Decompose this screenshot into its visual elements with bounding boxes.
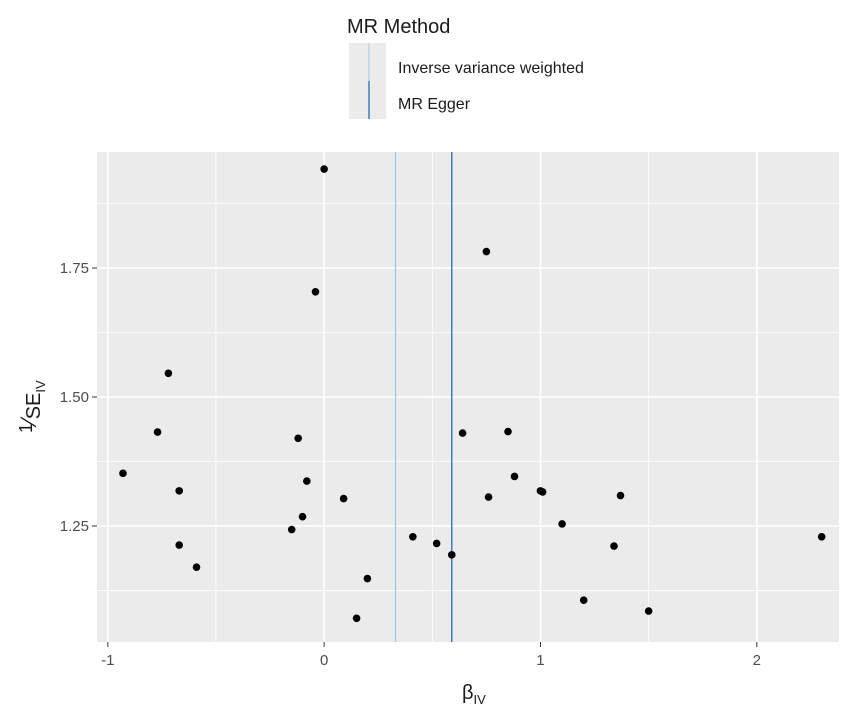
y-axis: 1.25 1.50 1.75 xyxy=(60,260,97,535)
data-point xyxy=(192,563,201,572)
data-point xyxy=(352,614,361,623)
y-axis-title: 1⁄SEIV xyxy=(16,380,48,433)
y-axis-title-denominator: SE xyxy=(23,393,45,420)
y-axis-title-sub: IV xyxy=(33,380,48,393)
x-axis-title: βIV xyxy=(462,682,486,706)
y-tick-label: 1.75 xyxy=(60,260,89,277)
data-point xyxy=(558,520,566,528)
data-point xyxy=(610,542,618,550)
x-axis-title-sub: IV xyxy=(474,692,487,706)
data-points xyxy=(119,165,826,623)
y-tick-label: 1.50 xyxy=(60,389,89,406)
x-axis: -1 0 1 2 xyxy=(101,642,761,669)
legend-key-background-egger xyxy=(349,81,386,119)
data-point xyxy=(447,551,456,559)
data-point xyxy=(287,525,296,534)
data-point xyxy=(482,247,491,256)
x-tick-label: -1 xyxy=(101,652,114,669)
data-point xyxy=(320,165,328,173)
data-point xyxy=(458,429,467,437)
data-point xyxy=(504,427,512,436)
data-point xyxy=(153,428,162,436)
x-tick-label: 0 xyxy=(320,652,328,669)
data-point xyxy=(432,539,441,548)
grid-major xyxy=(97,152,839,642)
x-axis-title-main: β xyxy=(462,682,474,704)
data-point xyxy=(409,532,417,541)
x-tick-label: 2 xyxy=(753,652,761,669)
legend: MR Method Inverse variance weighted MR E… xyxy=(347,16,584,119)
x-tick-label: 1 xyxy=(536,652,544,669)
data-point xyxy=(164,369,173,378)
data-point xyxy=(294,434,302,443)
data-point xyxy=(119,469,127,478)
data-point xyxy=(510,472,519,481)
y-axis-title-numerator: 1 xyxy=(16,423,36,433)
y-axis-title-text: 1⁄SEIV xyxy=(16,380,48,433)
y-tick-label: 1.25 xyxy=(60,518,89,535)
data-point xyxy=(616,491,625,500)
method-estimate-lines xyxy=(394,152,453,642)
data-point xyxy=(175,487,184,495)
legend-label-ivw: Inverse variance weighted xyxy=(398,60,584,77)
data-point xyxy=(644,607,653,615)
data-point xyxy=(363,574,372,583)
data-point xyxy=(484,493,493,501)
data-point xyxy=(538,488,547,496)
data-point xyxy=(311,287,320,296)
data-point xyxy=(175,541,184,549)
data-point xyxy=(298,512,307,521)
data-point xyxy=(817,532,826,541)
data-point xyxy=(339,494,348,503)
data-point xyxy=(579,596,588,605)
legend-key-background-ivw xyxy=(349,43,386,81)
legend-title: MR Method xyxy=(347,16,450,38)
legend-label-egger: MR Egger xyxy=(398,96,471,113)
data-point xyxy=(303,477,311,485)
